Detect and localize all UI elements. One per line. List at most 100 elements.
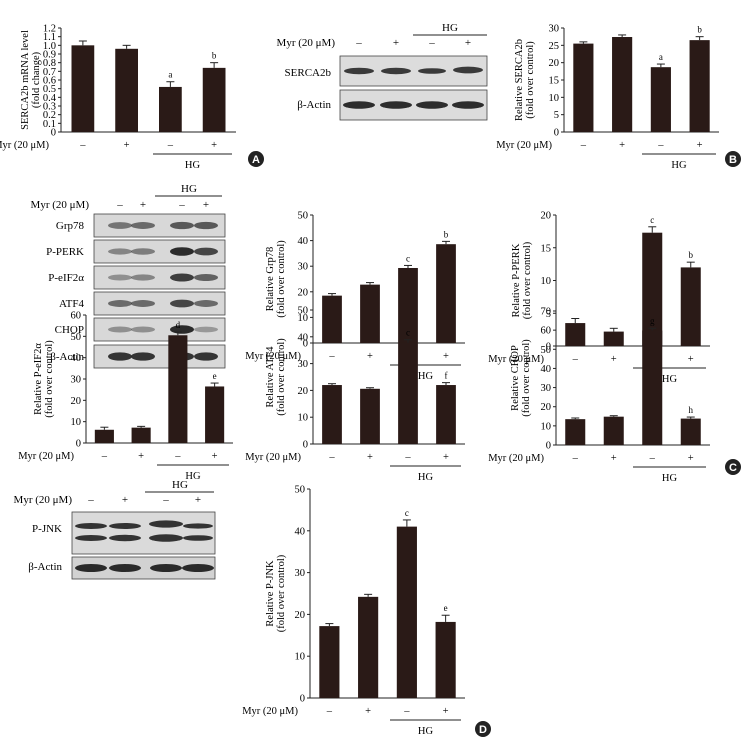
- blot-myr-value: –: [428, 37, 435, 49]
- blot-strip: [93, 213, 226, 238]
- y-tick-label: 40: [71, 353, 82, 364]
- panel-badge-c: C: [725, 459, 741, 475]
- y-tick-label: 1.0: [43, 41, 56, 52]
- significance-label: b: [697, 25, 702, 35]
- y-tick-label: 20: [298, 287, 309, 298]
- myr-value: +: [124, 140, 130, 151]
- chart-p-perk: 0 5 10 15 20 Relative P-PERK(fold over contro…: [488, 211, 710, 385]
- y-tick-label: 30: [71, 375, 82, 386]
- chart-serca2b-protein: 0 5 10 15 20 25 30 Relative SERCA2b(fold over c…: [496, 24, 719, 171]
- bar: [573, 43, 594, 132]
- blot-strip: [93, 344, 226, 369]
- y-tick-label: 30: [298, 262, 309, 273]
- significance-label: b: [212, 51, 217, 61]
- blot-strip: [71, 511, 216, 555]
- myr-label: Myr (20 μM): [488, 354, 544, 365]
- y-axis-label-line: Relative SERCA2b: [514, 39, 525, 121]
- chart-p-eif2a: 0 10 20 30 40 50 60 Relative P-eIF2α(fold over …: [18, 311, 233, 482]
- y-axis-label-line: (fold over control): [276, 338, 287, 416]
- myr-value: +: [211, 140, 217, 151]
- blot-band: [108, 222, 132, 229]
- y-tick-label: 10: [298, 313, 309, 324]
- y-tick-label: 40: [298, 332, 309, 343]
- blot-row-label: ATF4: [59, 298, 85, 310]
- blot-strip: [93, 265, 226, 290]
- bar: [319, 626, 340, 698]
- y-tick-label: 0: [303, 440, 308, 451]
- myr-value: –: [572, 453, 579, 464]
- blot-band: [108, 352, 132, 361]
- y-axis-label: Relative SERCA2b(fold over control): [514, 39, 536, 121]
- y-tick-label: 10: [549, 93, 560, 104]
- myr-value: –: [649, 453, 656, 464]
- blot-myr-label: Myr (20 μM): [14, 494, 73, 506]
- panel-badge-d: D: [475, 721, 491, 737]
- bar: [322, 385, 342, 444]
- blot-p-jnk: Myr (20 μM) – + – + HG P-JNK β-Actin: [14, 479, 216, 580]
- y-tick-label: 0.6: [43, 76, 56, 87]
- y-tick-label: 0: [76, 439, 81, 450]
- blot-band: [131, 274, 155, 281]
- y-tick-label: 70: [541, 307, 552, 318]
- y-tick-label: 50: [295, 485, 306, 496]
- blot-row-label: P-eIF2α: [48, 272, 84, 284]
- y-tick-label: 40: [298, 236, 309, 247]
- blot-myr-label: Myr (20 μM): [31, 199, 90, 211]
- y-tick-label: 60: [71, 311, 82, 322]
- hg-label: HG: [442, 22, 458, 34]
- blot-row-label: SERCA2b: [285, 67, 332, 79]
- blot-strip: [93, 317, 226, 342]
- chart-p-jnk: 0 10 20 30 40 50 Relative P-JNK(fold over cont…: [242, 485, 465, 737]
- bar: [398, 267, 418, 343]
- chart-serca2b-mrna: 00.10.20.30.40.50.60.70.80.91.01.11.2SER…: [0, 24, 236, 171]
- blot-myr-value: +: [195, 494, 201, 506]
- y-tick-label: 30: [298, 359, 309, 370]
- bar: [358, 596, 379, 698]
- svg-text:D: D: [479, 724, 487, 736]
- blot-band: [108, 248, 132, 255]
- panel-badge-b: B: [725, 151, 741, 167]
- bar: [650, 67, 671, 132]
- y-tick-label: 15: [541, 243, 552, 254]
- blot-serca2b: Myr (20 μM) – + – + HG SERCA2b β-Actin: [277, 22, 488, 121]
- hg-label: HG: [418, 371, 434, 382]
- blot-myr-value: –: [87, 494, 94, 506]
- significance-label: b: [444, 229, 449, 239]
- blot-band: [170, 247, 194, 256]
- myr-label: Myr (20 μM): [242, 706, 298, 717]
- y-tick-label: 50: [298, 306, 309, 317]
- myr-value: –: [580, 140, 587, 151]
- y-tick-label: 20: [549, 58, 560, 69]
- bar: [642, 330, 663, 445]
- significance-label: g: [650, 316, 655, 326]
- y-axis-label: Relative Grp78(fold over control): [265, 240, 287, 318]
- y-axis-label-line: (fold over control): [522, 241, 533, 319]
- bar: [94, 429, 114, 443]
- bar: [565, 323, 586, 346]
- myr-label: Myr (20 μM): [488, 453, 544, 464]
- y-tick-label: 40: [541, 364, 552, 375]
- blot-bands: [344, 66, 483, 75]
- blot-band: [131, 248, 155, 255]
- y-tick-label: 30: [541, 383, 552, 394]
- y-tick-label: 60: [541, 326, 552, 337]
- svg-text:A: A: [252, 154, 260, 166]
- bar: [436, 244, 456, 343]
- bar: [360, 284, 380, 343]
- y-axis-label-line: (fold over control): [521, 339, 532, 417]
- y-axis-label-line: (fold change): [31, 51, 42, 108]
- y-axis-label-line: (fold over control): [525, 41, 536, 119]
- blot-row-label: β-Actin: [297, 99, 331, 111]
- hg-label: HG: [662, 473, 678, 484]
- blot-myr-value: –: [162, 494, 169, 506]
- blot-band: [194, 221, 218, 230]
- y-tick-label: 10: [295, 652, 306, 663]
- myr-value: +: [365, 706, 371, 717]
- y-axis-label: Relative P-eIF2α(fold over control): [33, 340, 55, 418]
- bar: [322, 295, 342, 343]
- myr-value: –: [174, 451, 181, 462]
- y-axis-label-line: Relative ATF4: [265, 346, 276, 408]
- blot-bands: [75, 564, 214, 572]
- blot-band: [194, 326, 218, 333]
- myr-value: +: [697, 140, 703, 151]
